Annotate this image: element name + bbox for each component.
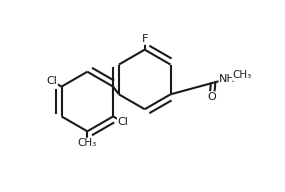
- Text: CH₃: CH₃: [78, 138, 97, 148]
- Text: F: F: [142, 34, 148, 44]
- Text: Cl: Cl: [46, 76, 57, 86]
- Text: CH₃: CH₃: [233, 70, 252, 80]
- Text: O: O: [207, 92, 216, 102]
- Text: NH: NH: [219, 74, 236, 84]
- Text: Cl: Cl: [118, 117, 129, 127]
